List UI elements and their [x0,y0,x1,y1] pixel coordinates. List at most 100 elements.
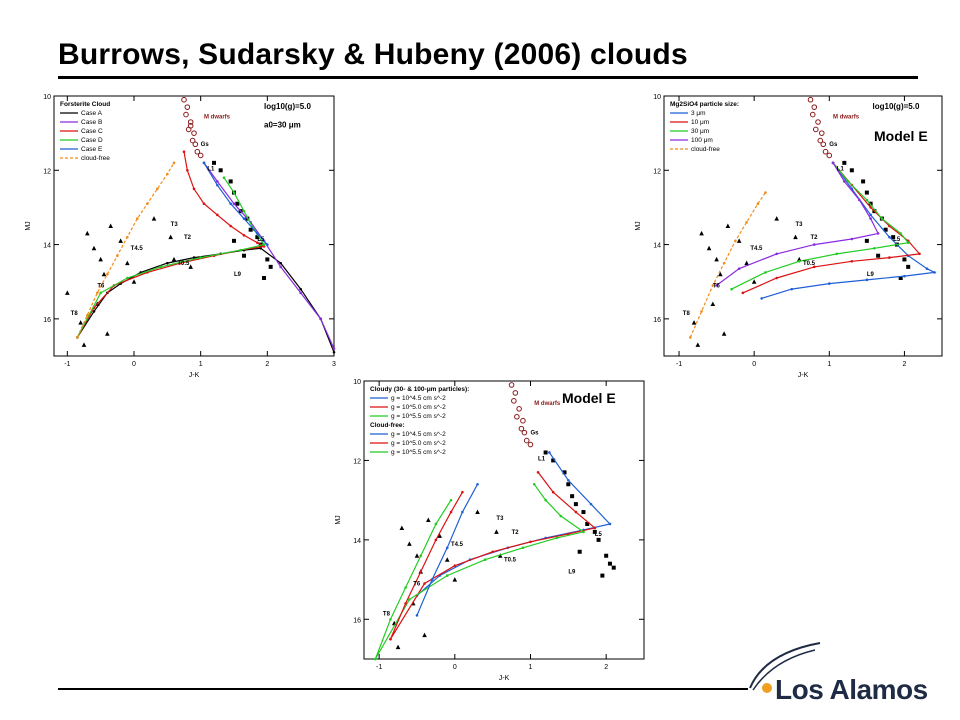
l-dwarf-point [566,482,571,487]
t-dwarf-point [125,260,130,266]
series-point-2 [242,233,246,237]
t-dwarf-point [751,279,757,284]
m-dwarf-point [523,437,530,444]
t-dwarf-point [475,509,480,515]
series-point-5 [374,657,377,661]
x-tick-label: 0 [132,361,136,368]
l-dwarf-point [562,470,567,475]
series-point-2 [544,498,547,502]
series-point-4 [434,538,438,542]
series-point-5 [106,272,109,276]
m-dwarf-point [197,152,204,159]
series-point-0 [865,278,869,282]
series-point-3 [775,252,779,256]
l-dwarf-point [607,561,612,566]
series-point-1 [741,291,745,295]
y-tick-label: 14 [353,538,361,545]
t-dwarf-point [718,271,723,277]
series-point-2 [797,259,801,263]
l-dwarf-point [255,235,260,240]
t-dwarf-point [131,279,137,284]
l-dwarf-point [228,179,233,184]
annotation-label: T2 [512,530,520,536]
annotation-label: T2 [811,235,819,241]
legend-entry: Case E [81,146,103,153]
series-point-5 [136,217,139,220]
x-tick-label: -1 [376,664,382,671]
series-point-1 [423,582,426,585]
series-point-2 [730,287,733,291]
t-dwarf-point [444,557,450,562]
m-dwarf-point [809,111,816,118]
l-dwarf-point [891,235,896,240]
series-point-4 [419,570,423,573]
series-point-2 [216,213,219,217]
legend-entry: Case B [81,119,102,126]
series-point-3 [199,256,202,259]
t-dwarf-point [437,533,442,538]
series-line-2 [731,162,910,290]
t-dwarf-point [105,331,110,336]
m-dwarf-point [511,398,517,404]
annotation-label: T3 [496,516,504,522]
series-point-4 [389,637,392,641]
annotation-label: L9 [867,272,875,278]
y-tick-label: 16 [43,317,51,324]
series-line-1 [389,471,597,640]
series-line-2 [76,151,266,338]
t-dwarf-point [407,541,412,546]
series-point-0 [827,282,831,285]
t-dwarf-point [691,320,697,325]
series-point-0 [92,310,96,313]
series-point-1 [775,276,779,280]
series-point-3 [445,546,449,550]
series-point-2 [865,198,869,202]
m-dwarf-point [812,126,819,133]
annotation-label: T0.5 [803,261,816,267]
m-dwarf-point [521,429,528,436]
annotation-label: L5 [257,237,265,243]
annotation-label: log10(g)=5.0 [873,102,920,111]
m-dwarf-point [183,111,189,118]
series-point-0 [790,287,794,291]
y-axis-label: MJ [25,221,32,230]
l-dwarf-point [543,450,548,455]
m-dwarf-point [520,417,526,424]
series-point-2 [873,246,876,250]
x-tick-label: 3 [332,361,336,368]
annotation-label: T0.5 [504,558,517,564]
series-point-3 [831,161,835,165]
t-dwarf-point [452,577,458,582]
annotation-label: T3 [795,222,803,228]
legend-entry: g = 10^4.5 cm s^-2 [391,395,446,402]
annotation-label: Gs [530,431,539,437]
series-point-2 [880,217,884,220]
series-point-4 [722,261,726,265]
t-dwarf-point [395,644,401,650]
m-dwarf-point [194,148,201,155]
series-point-1 [529,540,532,544]
l-dwarf-point [611,565,616,570]
series-point-5 [146,202,149,206]
l-dwarf-point [242,253,246,258]
t-dwarf-point [171,256,177,262]
annotation-label: L9 [234,272,242,278]
series-point-1 [574,510,578,514]
series-point-3 [843,180,846,183]
m-dwarf-point [527,441,534,448]
annotation-label: a0=30 μm [264,121,301,130]
t-dwarf-point [399,525,405,530]
x-tick-label: 1 [827,361,831,368]
series-point-3 [430,578,434,581]
series-point-0 [903,274,906,278]
series-point-2 [532,482,536,486]
series-point-5 [172,161,176,165]
series-point-1 [453,564,457,567]
l-dwarf-point [902,257,907,262]
m-dwarf-point [187,119,194,125]
x-axis-label: J-K [499,675,510,682]
t-dwarf-point [706,245,712,251]
annotation-label: Gs [829,142,838,148]
series-point-0 [869,213,872,217]
l-dwarf-point [883,227,888,232]
